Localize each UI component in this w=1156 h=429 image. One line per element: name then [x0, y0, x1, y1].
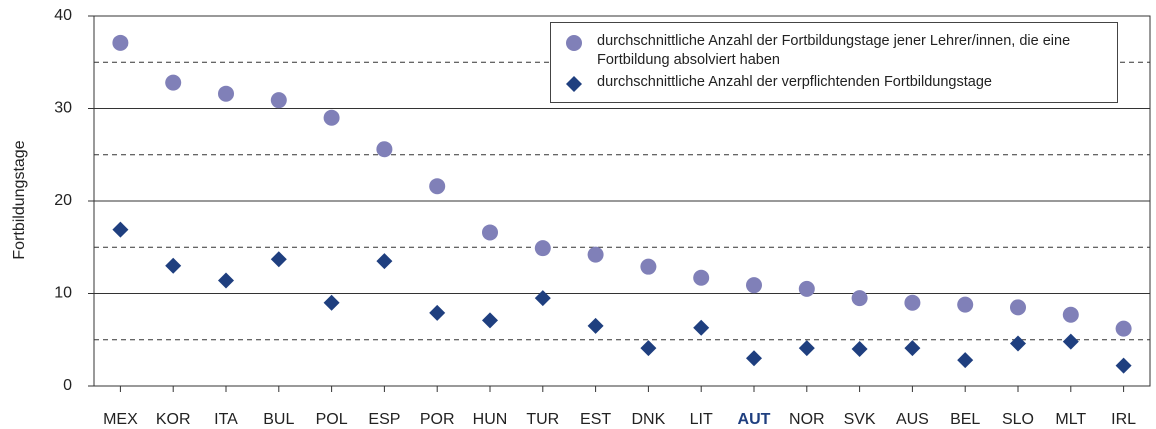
plot-frame — [93, 15, 1151, 387]
point — [851, 290, 868, 307]
x-tick-label: LIT — [690, 411, 713, 428]
x-tick-label: IRL — [1111, 411, 1136, 428]
point — [429, 304, 446, 321]
point — [1115, 357, 1132, 374]
point — [112, 34, 129, 51]
y-tick-label: 40 — [54, 7, 72, 24]
x-tick-label: AUS — [896, 411, 929, 428]
x-tick-label: EST — [580, 411, 611, 428]
point — [1010, 335, 1026, 352]
point — [746, 277, 762, 294]
point — [798, 280, 815, 297]
point — [218, 85, 234, 102]
point — [376, 141, 393, 158]
x-tick-label: POR — [420, 411, 455, 428]
point — [165, 257, 182, 274]
point — [693, 319, 710, 336]
point — [798, 340, 815, 357]
x-tick-label: AUT — [738, 411, 771, 428]
point — [376, 253, 393, 270]
point — [534, 240, 551, 257]
point — [693, 269, 710, 286]
x-tick-label: ESP — [368, 411, 400, 428]
point — [566, 76, 582, 92]
point — [640, 340, 657, 357]
point — [323, 109, 340, 126]
legend-entry: durchschnittliche Anzahl der verpflichte… — [561, 73, 1107, 93]
legend-label: durchschnittliche Anzahl der verpflichte… — [597, 74, 992, 90]
point — [904, 340, 921, 357]
y-tick-label: 0 — [63, 377, 72, 394]
x-tick-label: BUL — [263, 411, 294, 428]
point — [566, 35, 582, 51]
point — [587, 246, 604, 263]
point — [640, 258, 657, 275]
legend-entry: durchschnittliche Anzahl der Fortbildung… — [561, 32, 1107, 70]
point — [851, 341, 868, 357]
y-tick-label: 10 — [54, 285, 72, 302]
point — [1115, 320, 1132, 337]
point — [534, 290, 551, 307]
legend-marker — [566, 35, 582, 51]
point — [323, 294, 340, 311]
legend: durchschnittliche Anzahl der Fortbildung… — [550, 22, 1118, 103]
point — [482, 312, 498, 329]
point — [957, 352, 974, 369]
point — [904, 294, 921, 311]
point — [1062, 306, 1079, 323]
point — [218, 272, 234, 289]
x-tick-label: TUR — [526, 411, 559, 428]
point — [112, 221, 129, 238]
x-tick-label: MEX — [103, 411, 138, 428]
point — [270, 251, 287, 268]
x-tick-label: SLO — [1002, 411, 1034, 428]
x-tick-label: HUN — [473, 411, 508, 428]
point — [270, 92, 287, 109]
x-tick-label: MLT — [1055, 411, 1086, 428]
legend-marker — [566, 76, 582, 92]
x-tick-label: SVK — [844, 411, 876, 428]
x-tick-label: POL — [316, 411, 348, 428]
point — [429, 178, 446, 195]
point — [746, 350, 762, 367]
x-tick-label: NOR — [789, 411, 825, 428]
point — [957, 296, 974, 313]
x-tick-label: BEL — [950, 411, 980, 428]
point — [482, 224, 498, 241]
point — [1010, 299, 1026, 316]
point — [165, 74, 182, 91]
point — [587, 317, 604, 334]
y-tick-label: 30 — [54, 100, 72, 117]
legend-label: durchschnittliche Anzahl der Fortbildung… — [597, 33, 1071, 68]
x-tick-label: KOR — [156, 411, 191, 428]
y-tick-label: 20 — [54, 192, 72, 209]
x-tick-label: DNK — [632, 411, 666, 428]
y-axis-label: Fortbildungstage — [11, 140, 28, 259]
point — [1062, 333, 1079, 350]
x-tick-label: ITA — [214, 411, 238, 428]
